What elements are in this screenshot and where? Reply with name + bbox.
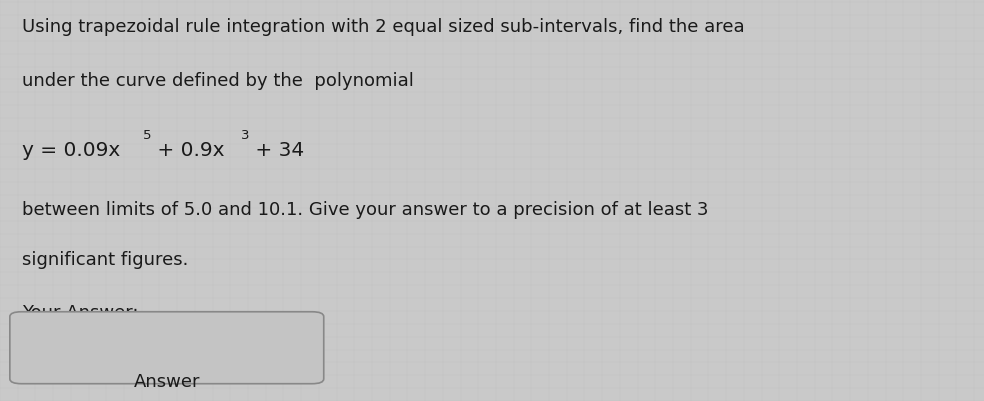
Text: y = 0.09x: y = 0.09x (22, 140, 120, 159)
Text: 3: 3 (241, 129, 250, 142)
Text: + 34: + 34 (249, 140, 304, 159)
FancyBboxPatch shape (10, 312, 324, 384)
Text: significant figures.: significant figures. (22, 251, 188, 269)
Text: Using trapezoidal rule integration with 2 equal sized sub-intervals, find the ar: Using trapezoidal rule integration with … (22, 18, 744, 36)
Text: between limits of 5.0 and 10.1. Give your answer to a precision of at least 3: between limits of 5.0 and 10.1. Give you… (22, 200, 708, 219)
Text: Answer: Answer (134, 372, 200, 390)
Text: 5: 5 (143, 129, 152, 142)
Text: + 0.9x: + 0.9x (151, 140, 224, 159)
Text: Your Answer:: Your Answer: (22, 303, 138, 321)
Text: under the curve defined by the  polynomial: under the curve defined by the polynomia… (22, 72, 413, 90)
